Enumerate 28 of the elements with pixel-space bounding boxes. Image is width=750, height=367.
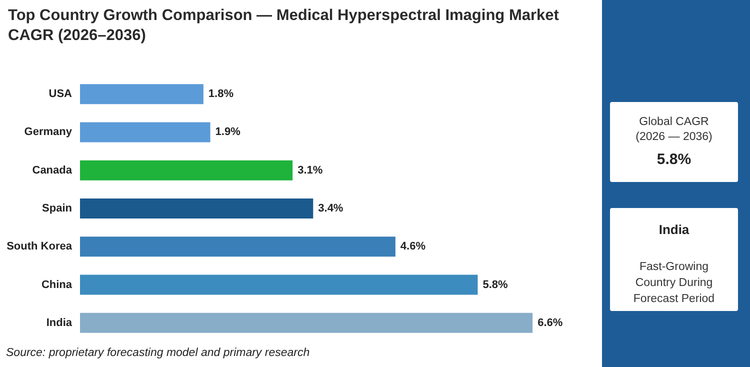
data-label: 1.9%: [215, 126, 241, 138]
data-label: 5.8%: [482, 278, 508, 291]
text: Global CAGR: [638, 116, 710, 128]
y-tick-label: India: [46, 316, 73, 329]
y-tick-label: Germany: [24, 126, 73, 138]
data-label: 4.6%: [400, 240, 426, 253]
data-label: 3.1%: [298, 164, 323, 176]
y-tick-label: South Korea: [6, 240, 73, 253]
y-tick-label: USA: [48, 88, 72, 100]
bar: [80, 274, 478, 295]
bar: [80, 236, 396, 257]
text: Fast-Growing Country During Forecast Period: [632, 260, 716, 307]
bar: [80, 84, 204, 104]
text: 5.8%: [656, 151, 692, 168]
bar: [80, 160, 293, 180]
y-tick-label: China: [41, 278, 73, 291]
text: India: [658, 222, 690, 237]
y-tick-label: Spain: [42, 202, 72, 214]
text: (2026 — 2036): [634, 131, 714, 143]
y-tick-label: Canada: [32, 164, 73, 176]
bar: [80, 198, 314, 218]
bar: [80, 122, 210, 142]
data-label: 1.8%: [208, 88, 234, 100]
chart-title: Top Country Growth Comparison — Medical Hyperspectral Imaging Market CAGR (2026–2036): [8, 6, 560, 46]
bar: [80, 312, 533, 333]
data-label: 3.4%: [318, 202, 344, 214]
source-note: Source: proprietary forecasting model and primary research: [6, 347, 310, 359]
data-label: 6.6%: [538, 316, 563, 329]
